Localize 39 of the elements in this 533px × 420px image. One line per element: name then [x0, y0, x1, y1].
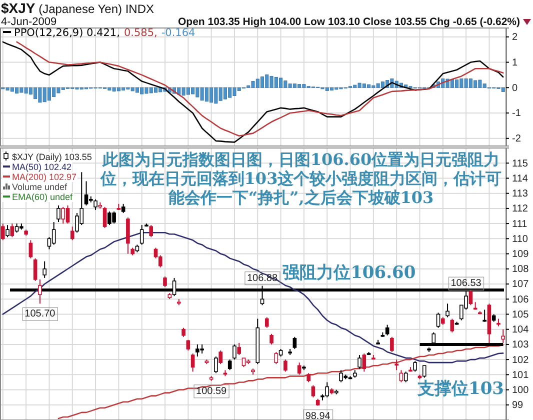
y-tick-label: 110 [512, 234, 528, 245]
y-tick-label: 113 [512, 188, 528, 200]
y-tick-label: 2 [512, 32, 518, 44]
y-tick-label: 114 [512, 173, 528, 184]
y-tick-label: 109 [512, 248, 530, 260]
text: 0.585, [124, 27, 158, 39]
y-tick-label: 1 [512, 57, 518, 68]
y-tick-label: -2 [512, 134, 522, 145]
y-tick-label: 106 [512, 294, 530, 306]
y-tick-label: 103 [512, 340, 530, 351]
chart-title: $XJY (Japanese Yen) INDX [1, 0, 154, 16]
y-tick-label: 108 [512, 264, 530, 276]
legend-label: PPO(12,26,9) 0.421, [14, 27, 120, 39]
y-tick-label: 0 [512, 82, 518, 94]
legend-label: MA(50) 102.42 [12, 162, 72, 172]
y-tick-label: 115 [512, 158, 528, 170]
annotation: 支撑位103 [416, 379, 504, 399]
y-tick-label: 105 [512, 309, 530, 320]
annotation: EMA(60) undef [12, 192, 74, 202]
y-tick-label: 101 [512, 370, 530, 381]
y-tick-label: 99 [512, 400, 524, 412]
text: 100.59 [196, 386, 227, 397]
y-tick-label: 107 [512, 279, 530, 290]
y-tick-label: -1 [512, 108, 522, 120]
y-tick-label: 100 [512, 384, 530, 396]
legend-label: $XJY (Daily) 103.55 [12, 152, 92, 162]
text: -0.164 [161, 27, 196, 39]
chart-subtitle: 4-Jun-2009 [1, 16, 57, 28]
ref-line-label: 强阻力位106.60 [282, 263, 416, 284]
y-tick-label: 104 [512, 324, 530, 336]
text: 106.53 [450, 278, 482, 290]
annotation: 此图为日元指数图日图，日图106.60位置为日元强阻力位，现在日元回落到103这个较小强度阻力区间，估计可能会作一下“挣扎”,之后会下坡破103 [100, 150, 502, 207]
y-tick-label: 111 [512, 218, 528, 230]
text: Open 103.35 High 104.00 Low 103.10 Close 103.55 Chg -0.65 (-0.62%) [178, 16, 520, 28]
text: 98.94 [305, 410, 330, 420]
y-tick-label: 112 [512, 204, 528, 215]
y-tick-label: 102 [512, 354, 530, 366]
text: 105.70 [24, 308, 56, 320]
annotation: Volume undef [12, 182, 68, 192]
